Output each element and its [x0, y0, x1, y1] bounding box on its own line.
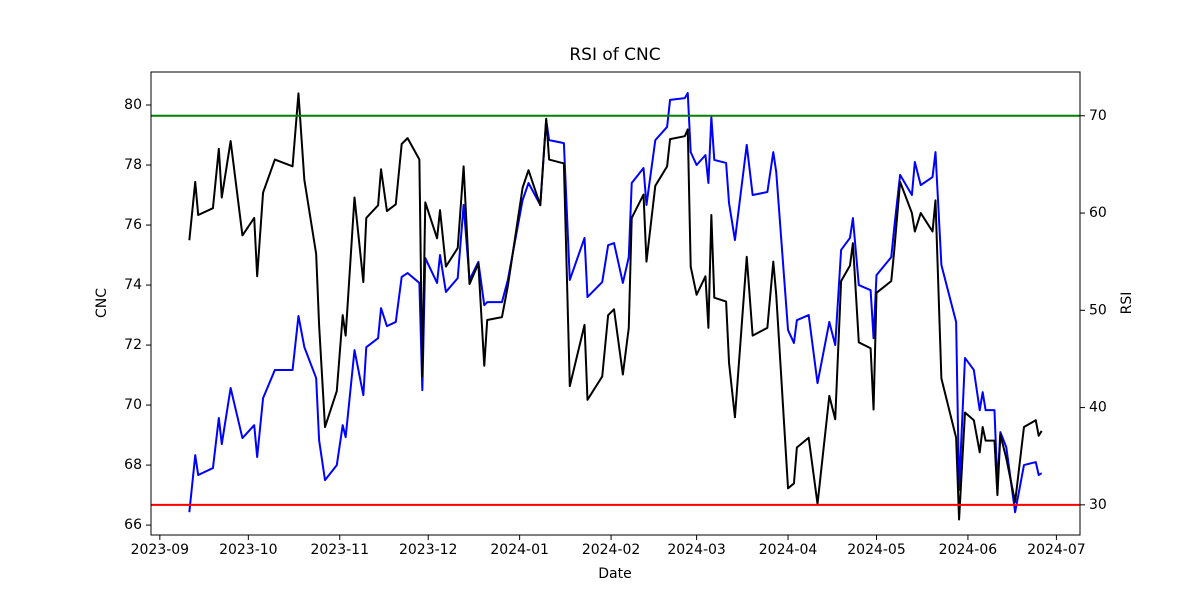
x-axis-label: Date — [598, 566, 631, 582]
x-tick-label: 2024-01 — [490, 542, 549, 558]
y-tick-label: 74 — [124, 277, 142, 293]
plot-frame — [150, 71, 1081, 536]
x-tick-label: 2024-02 — [582, 542, 641, 558]
y-tick-label: 80 — [124, 97, 142, 113]
x-tick-label: 2023-10 — [219, 542, 278, 558]
chart-title: RSI of CNC — [569, 45, 660, 65]
x-tick-label: 2023-12 — [399, 542, 458, 558]
series-line — [188, 92, 1043, 521]
x-tick-label: 2024-03 — [667, 542, 726, 558]
y2-tick-label: 30 — [1089, 497, 1107, 513]
x-tick-label: 2024-06 — [939, 542, 998, 558]
y-tick-label: 66 — [124, 517, 142, 533]
x-tick-label: 2024-07 — [1027, 542, 1086, 558]
y2-tick-label: 50 — [1089, 302, 1107, 318]
y2-tick-label: 40 — [1089, 400, 1107, 416]
x-tick-label: 2024-04 — [759, 542, 818, 558]
x-tick-label: 2023-11 — [310, 542, 369, 558]
y2-axis-label: RSI — [1119, 292, 1135, 315]
y-tick-label: 76 — [124, 217, 142, 233]
y-tick-label: 72 — [124, 337, 142, 353]
y-tick-label: 68 — [124, 457, 142, 473]
x-tick-label: 2024-05 — [847, 542, 906, 558]
x-tick-label: 2023-09 — [131, 542, 190, 558]
y2-tick-label: 70 — [1089, 108, 1107, 124]
y-tick-label: 70 — [124, 397, 142, 413]
y-axis-label: CNC — [94, 288, 110, 318]
y2-tick-label: 60 — [1089, 205, 1107, 221]
y-tick-label: 78 — [124, 157, 142, 173]
series-line — [188, 92, 1043, 514]
